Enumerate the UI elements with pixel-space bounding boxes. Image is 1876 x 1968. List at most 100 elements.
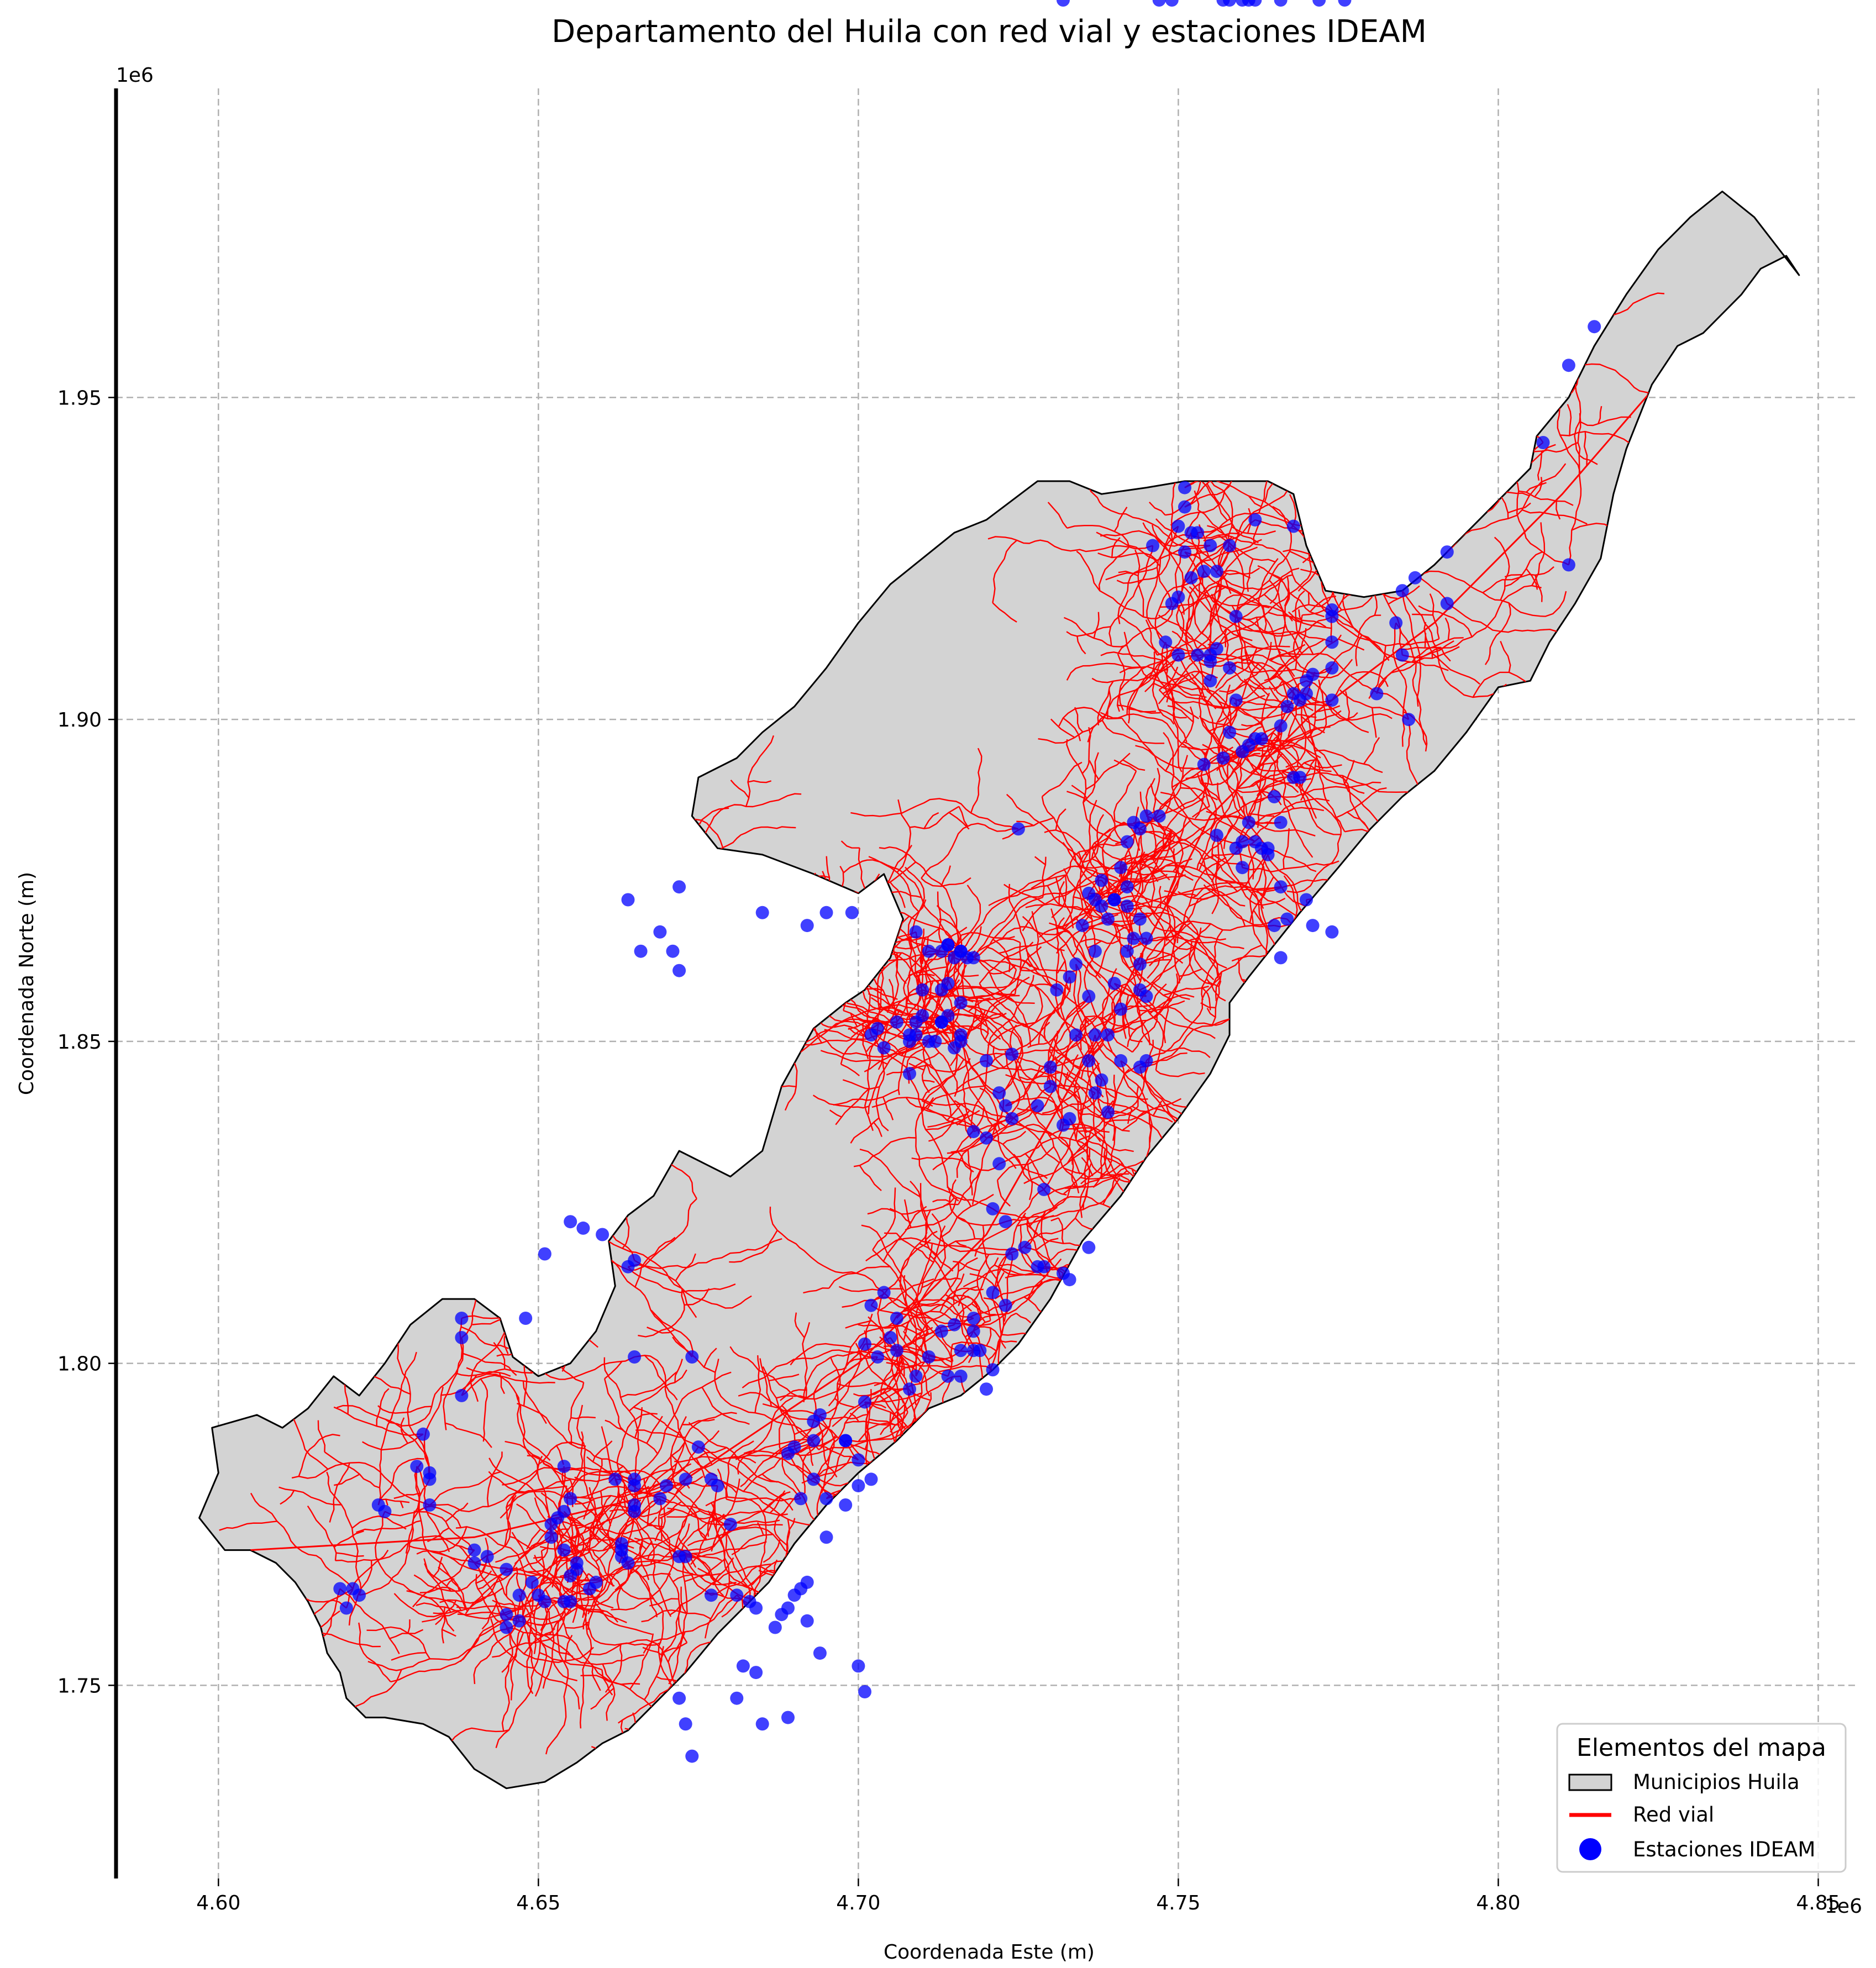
road-segment xyxy=(317,1420,325,1453)
road-segment xyxy=(915,932,974,1003)
road-segment xyxy=(941,1193,994,1238)
road-segment xyxy=(506,1572,516,1596)
road-segment xyxy=(1288,611,1332,629)
map-legend: Elementos del mapa Municipios Huila Red … xyxy=(1556,1723,1847,1873)
road-segment xyxy=(928,1118,955,1142)
station-point xyxy=(679,1472,692,1486)
station-point xyxy=(628,1472,642,1486)
road-segment xyxy=(958,1170,981,1205)
road-segment xyxy=(501,1627,513,1732)
road-segment xyxy=(1178,655,1232,708)
station-point xyxy=(730,1691,744,1705)
road-segment xyxy=(1124,865,1185,880)
station-point xyxy=(538,1247,551,1261)
road-segment xyxy=(930,979,960,1025)
road-segment xyxy=(1017,1214,1054,1227)
road-segment xyxy=(1120,1060,1188,1122)
road-segment xyxy=(604,1360,623,1380)
road-segment xyxy=(634,1371,732,1480)
road-segment xyxy=(697,1528,707,1540)
road-segment xyxy=(1095,899,1226,941)
road-segment xyxy=(1242,860,1339,872)
road-segment xyxy=(1058,1217,1064,1244)
road-segment xyxy=(1152,983,1167,1006)
road-segment xyxy=(588,1588,653,1635)
road-segment xyxy=(1130,1039,1143,1043)
road-segment xyxy=(1163,998,1171,1044)
road-segment xyxy=(986,946,1017,970)
road-segment xyxy=(705,1496,768,1608)
road-segment xyxy=(1147,957,1161,979)
road-segment xyxy=(1057,927,1101,979)
station-point xyxy=(1114,1002,1128,1016)
road-segment xyxy=(1105,567,1158,581)
road-segment xyxy=(622,1535,647,1550)
road-segment xyxy=(1248,845,1254,880)
road-segment xyxy=(1194,571,1216,647)
station-point xyxy=(1127,815,1141,829)
station-point xyxy=(564,1215,577,1229)
road-segment xyxy=(1048,1185,1078,1196)
road-segment xyxy=(970,748,982,813)
station-point xyxy=(1191,648,1205,662)
road-segment xyxy=(1117,654,1126,711)
road-segment xyxy=(685,1541,767,1559)
legend-polygon-swatch xyxy=(1568,1774,1612,1791)
road-segment xyxy=(1155,1070,1205,1077)
station-point xyxy=(1159,635,1173,649)
road-segment xyxy=(602,1664,616,1721)
road-segment xyxy=(1522,509,1588,525)
road-segment xyxy=(967,1149,973,1196)
road-segment xyxy=(1406,724,1418,793)
station-point xyxy=(1389,616,1403,630)
road-segment xyxy=(1267,854,1305,914)
road-segment xyxy=(1141,856,1159,882)
road-segment xyxy=(705,1485,731,1639)
road-segment xyxy=(684,1554,737,1586)
road-segment xyxy=(743,1453,794,1492)
road-segment xyxy=(1153,670,1200,719)
road-segment xyxy=(954,1020,971,1032)
road-segment xyxy=(675,1253,696,1281)
x-tick-label: 4.70 xyxy=(836,1892,880,1914)
station-point xyxy=(1069,957,1083,971)
station-point xyxy=(608,1472,622,1486)
station-point xyxy=(1440,545,1454,559)
road-segment xyxy=(605,1419,659,1455)
road-segment xyxy=(676,1513,725,1557)
road-segment xyxy=(442,1629,456,1637)
road-segment xyxy=(570,1486,671,1502)
road-segment xyxy=(1242,712,1358,753)
station-point xyxy=(884,1331,897,1344)
road-segment xyxy=(634,1407,643,1439)
road-segment xyxy=(973,1050,1021,1133)
road-segment xyxy=(1160,792,1185,809)
station-point xyxy=(966,1125,980,1139)
road-segment xyxy=(1153,682,1217,709)
road-segment xyxy=(495,1601,548,1749)
road-segment xyxy=(1126,829,1173,951)
station-point xyxy=(564,1492,577,1506)
road-segment xyxy=(1081,727,1091,774)
road-segment xyxy=(1089,760,1100,780)
y-axis-label: Coordenada Norte (m) xyxy=(15,872,38,1095)
station-point xyxy=(1229,841,1243,855)
road-segment xyxy=(1274,781,1381,798)
road-segment xyxy=(366,1626,430,1659)
station-point xyxy=(1293,771,1307,785)
road-segment xyxy=(921,877,971,887)
station-point xyxy=(1088,1086,1102,1100)
station-point xyxy=(1242,815,1255,829)
road-segment xyxy=(1537,451,1543,481)
station-point xyxy=(544,1530,558,1544)
road-segment xyxy=(803,1287,829,1294)
station-point xyxy=(1204,539,1217,552)
station-point xyxy=(628,1254,642,1267)
road-segment xyxy=(474,1455,543,1564)
road-segment xyxy=(680,1586,687,1614)
road-segment xyxy=(720,1524,783,1539)
road-segment xyxy=(1170,485,1229,526)
road-segment xyxy=(336,1552,364,1557)
road-segment xyxy=(685,1397,794,1480)
road-segment xyxy=(1376,640,1454,694)
